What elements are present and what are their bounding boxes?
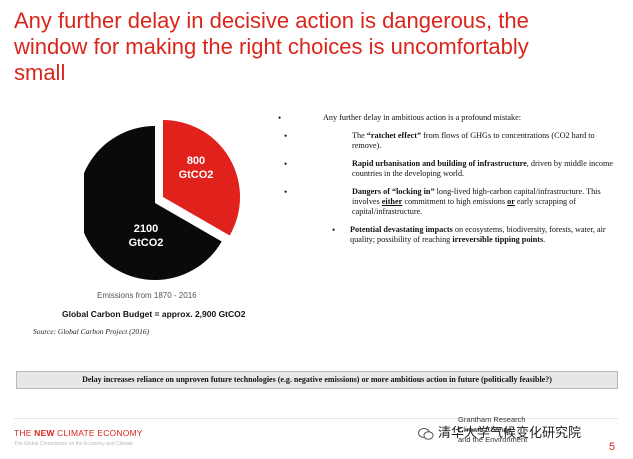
nce-logo-rest: CLIMATE ECONOMY <box>54 428 143 438</box>
grantham-line-3: and the Environment <box>458 435 528 444</box>
pie-label-2100-unit: GtCO2 <box>128 237 164 249</box>
title-line-2: window for making the right choices is u… <box>14 34 529 59</box>
bullet-item-3-either: either <box>381 197 403 206</box>
bullet-item-2-text: Rapid urbanisation and building of infra… <box>286 159 616 179</box>
watermark-text: 清华大学气候变化研究院 <box>438 425 582 440</box>
bullet-item-1-post: from flows of GHGs to concentrations (CO… <box>352 131 595 150</box>
bullet-item-3-post2: early scrapping of capital/infrastructur… <box>352 197 576 216</box>
footer-divider <box>14 418 618 419</box>
slide-title: Any further delay in decisive action is … <box>14 8 614 86</box>
wechat-watermark: 清华大学气候变化研究院 <box>418 422 581 441</box>
bullet-item-3-mid: commitment to high emissions <box>402 197 508 206</box>
bullet-main: • Any further delay in ambitious action … <box>278 113 616 123</box>
grantham-logo: Grantham Research Climate Change and the… <box>458 415 568 445</box>
bullet-item-3-bold: Dangers of “locking in” <box>352 187 435 196</box>
bullet-dot: • <box>284 187 288 197</box>
title-line-1: Any further delay in decisive action is … <box>14 8 529 33</box>
pie-label-800-value: 800 <box>186 155 206 167</box>
nce-logo-new: NEW <box>34 428 55 438</box>
bullet-item-4-post: on ecosystems, biodiversity, forests, wa… <box>350 225 606 244</box>
bullet-list: • Any further delay in ambitious action … <box>278 113 616 245</box>
bullet-item-3: • Dangers of “locking in” long-lived hig… <box>284 187 616 217</box>
pie-label-2100-value: 2100 <box>133 223 159 235</box>
pie-label-800-unit: GtCO2 <box>178 169 214 181</box>
grantham-line-2: Climate Change <box>458 425 512 434</box>
bullet-item-2-post: , driven by middle income countries in t… <box>352 159 613 178</box>
bullet-item-1: • The “ratchet effect” from flows of GHG… <box>284 131 616 151</box>
bullet-item-1-pre: The <box>352 131 367 140</box>
delay-callout-box: Delay increases reliance on unproven fut… <box>16 371 618 389</box>
pie-svg <box>78 120 241 280</box>
bullet-item-1-bold: “ratchet effect” <box>366 131 422 140</box>
pie-slice-2100 <box>78 126 222 280</box>
nce-logo-prefix: THE <box>14 428 35 438</box>
pie-label-800: 800 GtCO2 <box>176 154 216 182</box>
grantham-line-1: Grantham Research <box>458 415 526 424</box>
bullet-item-2: • Rapid urbanisation and building of inf… <box>284 159 616 179</box>
bullet-item-3-or: or <box>507 197 515 206</box>
bullet-main-text: Any further delay in ambitious action is… <box>323 113 522 122</box>
bullet-item-1-text: The “ratchet effect” from flows of GHGs … <box>286 131 616 151</box>
title-line-3: small <box>14 60 66 85</box>
pie-label-2100: 2100 GtCO2 <box>120 222 172 250</box>
pie-caption: Emissions from 1870 - 2016 <box>97 291 197 300</box>
pie-slice-800 <box>163 120 241 236</box>
nce-logo: THE NEW CLIMATE ECONOMY <box>14 428 143 438</box>
wechat-icon <box>418 427 434 440</box>
bullet-item-2-bold: Rapid urbanisation and building of infra… <box>352 159 527 168</box>
bullet-item-4: • Potential devastating impacts on ecosy… <box>286 225 616 245</box>
carbon-budget-text: Global Carbon Budget = approx. 2,900 GtC… <box>62 309 246 319</box>
bullet-item-3-post: long-lived high-carbon capital/infrastru… <box>352 187 601 206</box>
bullet-dot: • <box>278 113 282 123</box>
bullet-dot: • <box>284 131 288 141</box>
nce-subtitle: The Global Commission on the Economy and… <box>14 441 133 447</box>
page-number: 5 <box>609 441 616 453</box>
source-note: Source: Global Carbon Project (2016) <box>33 327 150 336</box>
emissions-pie-chart: 800 GtCO2 2100 GtCO2 <box>78 118 244 286</box>
bullet-item-3-text: Dangers of “locking in” long-lived high-… <box>286 187 616 217</box>
bullet-dot: • <box>284 159 288 169</box>
bullet-item-4-post2: . <box>543 235 546 244</box>
bullet-item-4-bold2: irreversible tipping points <box>452 235 544 244</box>
bullet-item-4-bold: Potential devastating impacts <box>350 225 453 234</box>
bullet-dot: • <box>332 225 336 235</box>
bullet-item-4-text: Potential devastating impacts on ecosyst… <box>286 225 616 245</box>
